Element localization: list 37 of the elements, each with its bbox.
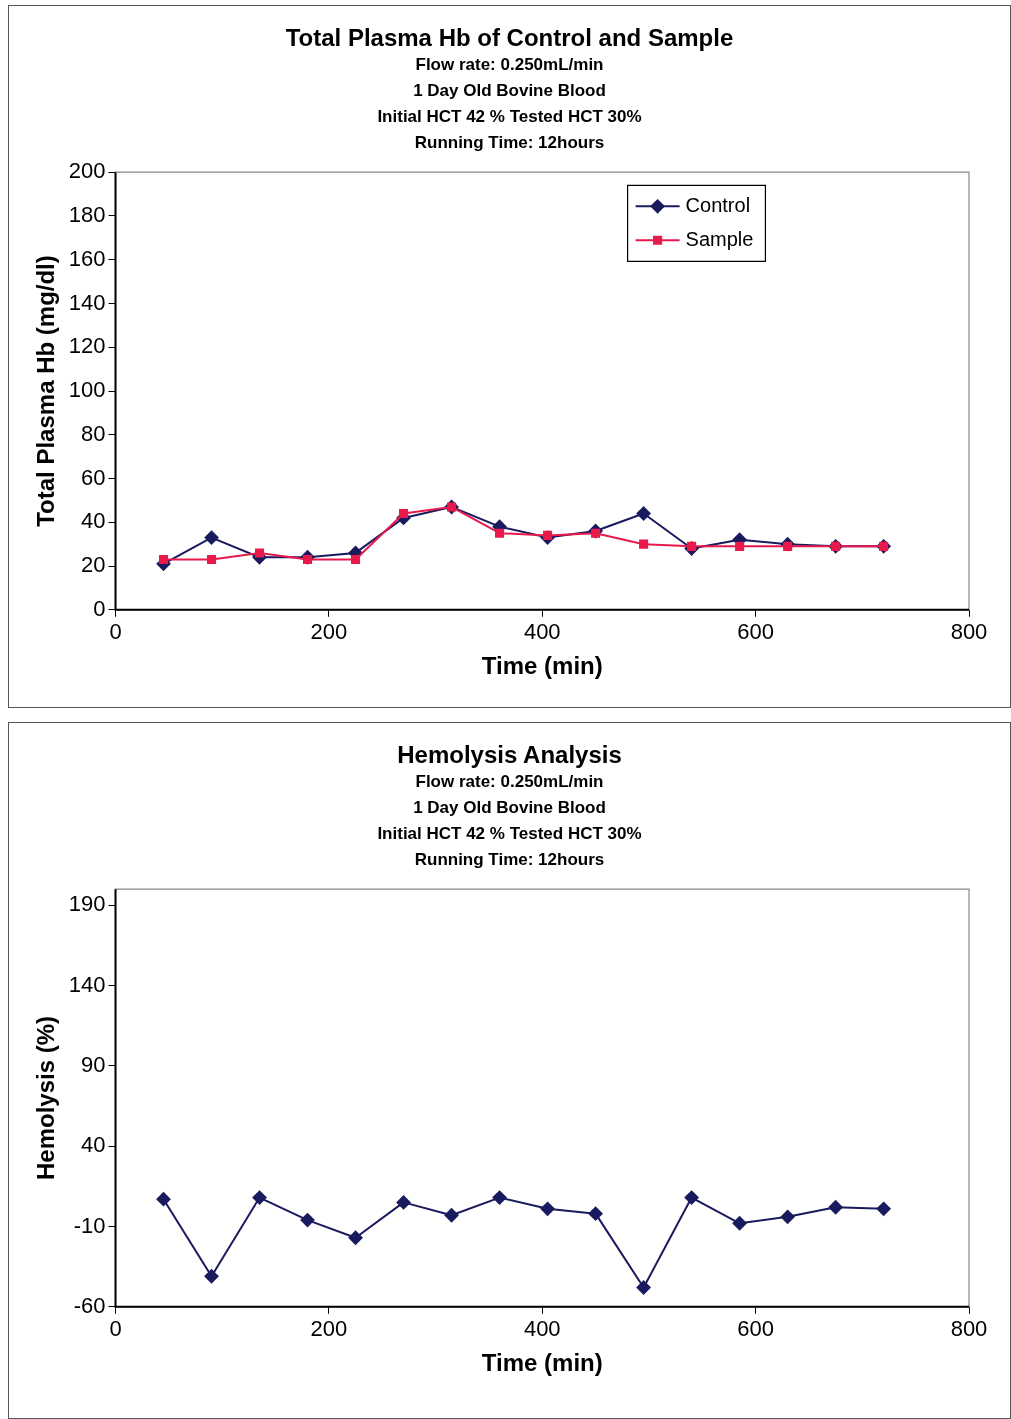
chart-title: Hemolysis Analysis bbox=[396, 741, 623, 769]
x-tick-label: 0 bbox=[109, 619, 122, 645]
chart-subtitle: Flow rate: 0.250mL/min 1 Day Old Bovine Blood Initial HCT 42 % Tested HCT 30% Running Time: 12hours bbox=[376, 54, 643, 154]
x-axis-title: Time (min) bbox=[481, 652, 603, 680]
y-tick-label: -60 bbox=[73, 1292, 106, 1318]
y-tick-label: 120 bbox=[68, 333, 106, 359]
y-tick-label: 20 bbox=[81, 552, 106, 578]
y-tick-label: 80 bbox=[81, 420, 106, 446]
y-tick-label: 0 bbox=[93, 595, 106, 621]
chart-subtitle: Flow rate: 0.250mL/min 1 Day Old Bovine Blood Initial HCT 42 % Tested HCT 30% Running Time: 12hours bbox=[376, 771, 643, 871]
y-tick-label: 90 bbox=[81, 1051, 106, 1077]
y-tick-label: 140 bbox=[68, 289, 106, 315]
y-axis-title: Hemolysis (%) bbox=[32, 1015, 60, 1181]
y-tick-label: 60 bbox=[81, 464, 106, 490]
y-tick-label: -10 bbox=[73, 1212, 106, 1238]
y-tick-label: 100 bbox=[68, 377, 106, 403]
x-tick-label: 800 bbox=[950, 1316, 988, 1342]
y-tick-label: 190 bbox=[68, 891, 106, 917]
y-tick-label: 40 bbox=[81, 1132, 106, 1158]
y-tick-label: 140 bbox=[68, 971, 106, 997]
y-tick-label: 180 bbox=[68, 202, 106, 228]
x-axis-title: Time (min) bbox=[481, 1349, 603, 1377]
y-axis-title: Total Plasma Hb (mg/dl) bbox=[32, 255, 60, 527]
x-tick-label: 0 bbox=[109, 1316, 122, 1342]
x-tick-label: 400 bbox=[523, 619, 561, 645]
x-tick-label: 600 bbox=[737, 1316, 774, 1342]
x-tick-label: 200 bbox=[310, 619, 348, 645]
y-tick-label: 160 bbox=[68, 245, 106, 271]
legend-label: Sample bbox=[685, 227, 754, 250]
x-tick-label: 200 bbox=[310, 1316, 348, 1342]
x-tick-label: 800 bbox=[950, 619, 988, 645]
x-tick-label: 600 bbox=[737, 619, 774, 645]
legend-label: Control bbox=[685, 193, 751, 216]
chart-title: Total Plasma Hb of Control and Sample bbox=[284, 24, 735, 52]
y-tick-label: 40 bbox=[81, 508, 106, 534]
y-tick-label: 200 bbox=[68, 158, 106, 184]
x-tick-label: 400 bbox=[523, 1316, 561, 1342]
